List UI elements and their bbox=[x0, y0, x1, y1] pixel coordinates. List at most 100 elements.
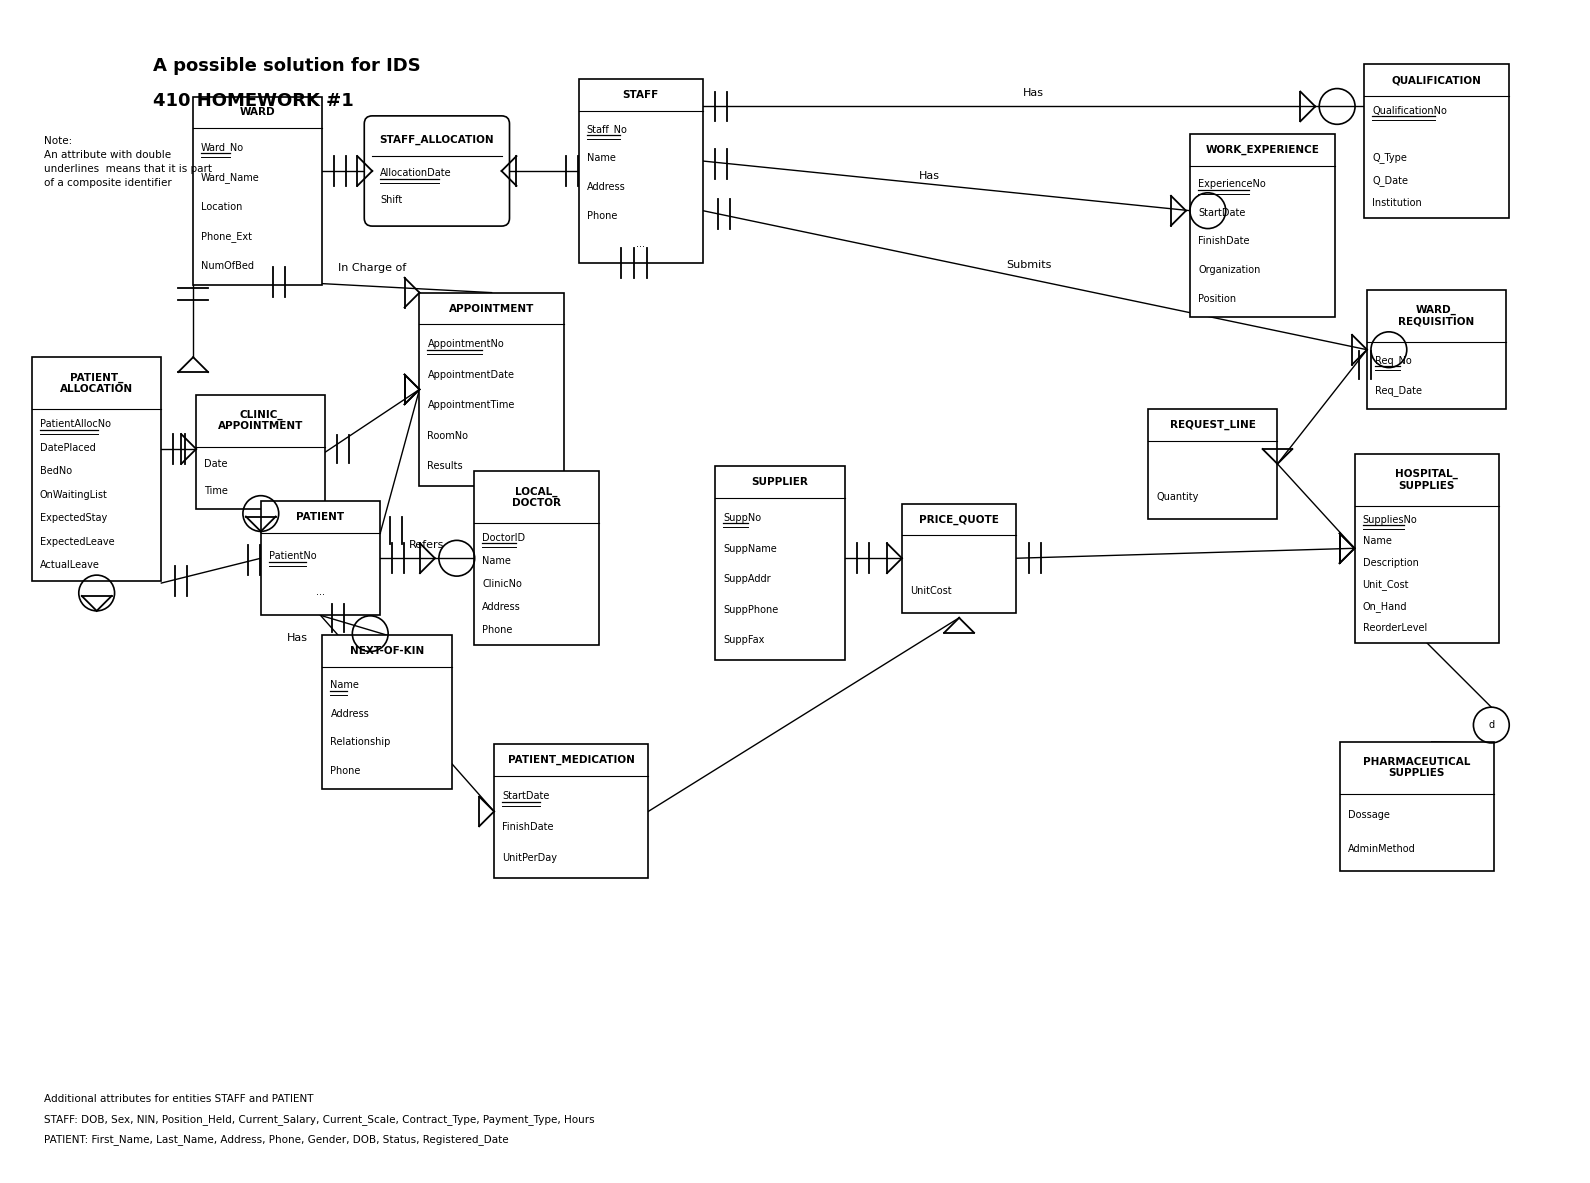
Text: AdminMethod: AdminMethod bbox=[1348, 845, 1415, 854]
Text: UnitPerDay: UnitPerDay bbox=[502, 853, 556, 864]
Text: AppointmentTime: AppointmentTime bbox=[428, 400, 515, 411]
Text: Date: Date bbox=[204, 459, 227, 470]
Text: SuppName: SuppName bbox=[723, 543, 778, 554]
Text: Address: Address bbox=[587, 182, 625, 192]
Text: Staff_No: Staff_No bbox=[587, 124, 628, 135]
Bar bbox=[420, 292, 564, 486]
Text: Organization: Organization bbox=[1199, 265, 1261, 276]
Text: FinishDate: FinishDate bbox=[1199, 237, 1250, 246]
Text: NEXT-OF-KIN: NEXT-OF-KIN bbox=[350, 646, 425, 657]
Text: Location: Location bbox=[200, 202, 243, 212]
Text: PRICE_QUOTE: PRICE_QUOTE bbox=[919, 515, 999, 524]
Bar bbox=[1367, 290, 1506, 409]
Text: STAFF: STAFF bbox=[623, 90, 658, 101]
Text: Phone: Phone bbox=[331, 765, 361, 776]
Text: DoctorID: DoctorID bbox=[482, 534, 525, 543]
Text: PATIENT_
ALLOCATION: PATIENT_ ALLOCATION bbox=[60, 373, 134, 394]
Text: Q_Date: Q_Date bbox=[1372, 175, 1409, 186]
Bar bbox=[1340, 742, 1495, 871]
Text: Req_Date: Req_Date bbox=[1375, 384, 1421, 395]
Text: A possible solution for IDS: A possible solution for IDS bbox=[153, 57, 421, 75]
Text: Ward_No: Ward_No bbox=[200, 142, 245, 153]
Text: AllocationDate: AllocationDate bbox=[380, 168, 452, 179]
Text: Req_No: Req_No bbox=[1375, 355, 1412, 367]
Text: Shift: Shift bbox=[380, 195, 402, 206]
Text: SUPPLIER: SUPPLIER bbox=[752, 477, 809, 487]
Text: 410 HOMEWORK #1: 410 HOMEWORK #1 bbox=[153, 91, 355, 110]
Bar bbox=[1191, 134, 1334, 317]
Text: Phone: Phone bbox=[587, 211, 617, 220]
Text: OnWaitingList: OnWaitingList bbox=[40, 490, 108, 499]
Text: Name: Name bbox=[331, 680, 359, 691]
Text: ExpectedLeave: ExpectedLeave bbox=[40, 537, 114, 547]
Text: ClinicNo: ClinicNo bbox=[482, 578, 522, 589]
Bar bbox=[261, 502, 380, 615]
Text: PatientAllocNo: PatientAllocNo bbox=[40, 419, 111, 429]
Text: ...: ... bbox=[316, 587, 324, 597]
Text: ...: ... bbox=[636, 239, 646, 250]
Text: PATIENT: PATIENT bbox=[296, 512, 345, 522]
Text: Has: Has bbox=[1024, 89, 1045, 98]
Bar bbox=[494, 744, 649, 879]
Text: REQUEST_LINE: REQUEST_LINE bbox=[1170, 420, 1256, 431]
Text: SuppNo: SuppNo bbox=[723, 513, 762, 523]
Text: Note:
An attribute with double
underlines  means that it is part
of a composite : Note: An attribute with double underline… bbox=[45, 136, 211, 188]
Text: UnitCost: UnitCost bbox=[909, 586, 951, 596]
Bar bbox=[474, 471, 598, 645]
Text: HOSPITAL_
SUPPLIES: HOSPITAL_ SUPPLIES bbox=[1396, 470, 1458, 491]
Text: Phone: Phone bbox=[482, 625, 512, 635]
Text: Time: Time bbox=[204, 486, 227, 497]
Text: Has: Has bbox=[919, 170, 940, 181]
Text: ActualLeave: ActualLeave bbox=[40, 561, 100, 570]
Text: BedNo: BedNo bbox=[40, 466, 72, 476]
Text: AppointmentNo: AppointmentNo bbox=[428, 340, 504, 349]
Text: LOCAL_
DOCTOR: LOCAL_ DOCTOR bbox=[512, 486, 561, 508]
Text: RoomNo: RoomNo bbox=[428, 431, 469, 441]
Text: In Charge of: In Charge of bbox=[339, 264, 407, 273]
Text: Submits: Submits bbox=[1006, 260, 1051, 270]
Text: PHARMACEUTICAL
SUPPLIES: PHARMACEUTICAL SUPPLIES bbox=[1363, 757, 1471, 778]
Text: Name: Name bbox=[482, 556, 510, 565]
Text: ReorderLevel: ReorderLevel bbox=[1363, 623, 1426, 634]
Text: Refers: Refers bbox=[409, 541, 445, 550]
Text: Address: Address bbox=[331, 709, 369, 719]
Text: AppointmentDate: AppointmentDate bbox=[428, 370, 515, 380]
Bar bbox=[716, 466, 844, 660]
Text: STAFF: DOB, Sex, NIN, Position_Held, Current_Salary, Current_Scale, Contract_Typ: STAFF: DOB, Sex, NIN, Position_Held, Cur… bbox=[45, 1114, 595, 1125]
Text: Additional attributes for entities STAFF and PATIENT: Additional attributes for entities STAFF… bbox=[45, 1094, 313, 1105]
Text: QualificationNo: QualificationNo bbox=[1372, 106, 1447, 116]
Text: Institution: Institution bbox=[1372, 199, 1421, 208]
Text: SuppliesNo: SuppliesNo bbox=[1363, 515, 1417, 525]
Text: SuppPhone: SuppPhone bbox=[723, 605, 779, 615]
Text: CLINIC_
APPOINTMENT: CLINIC_ APPOINTMENT bbox=[218, 411, 304, 432]
Text: Name: Name bbox=[1363, 537, 1391, 547]
Bar bbox=[579, 79, 703, 263]
Text: StartDate: StartDate bbox=[502, 791, 550, 801]
Bar bbox=[323, 635, 452, 789]
Text: Phone_Ext: Phone_Ext bbox=[200, 231, 253, 241]
Text: Results: Results bbox=[428, 461, 463, 471]
Text: PATIENT: First_Name, Last_Name, Address, Phone, Gender, DOB, Status, Registered_: PATIENT: First_Name, Last_Name, Address,… bbox=[45, 1134, 509, 1145]
Text: QUALIFICATION: QUALIFICATION bbox=[1391, 76, 1482, 85]
Text: d: d bbox=[1488, 720, 1495, 730]
Text: APPOINTMENT: APPOINTMENT bbox=[448, 304, 534, 313]
Text: WARD_
REQUISITION: WARD_ REQUISITION bbox=[1399, 305, 1476, 327]
Text: FinishDate: FinishDate bbox=[502, 822, 553, 833]
Text: Q_Type: Q_Type bbox=[1372, 151, 1407, 162]
Text: Quantity: Quantity bbox=[1156, 492, 1199, 502]
Bar bbox=[1364, 64, 1509, 218]
Text: Relationship: Relationship bbox=[331, 737, 391, 748]
Text: STAFF_ALLOCATION: STAFF_ALLOCATION bbox=[380, 135, 494, 144]
Text: Address: Address bbox=[482, 602, 522, 612]
FancyBboxPatch shape bbox=[364, 116, 509, 226]
Text: Has: Has bbox=[288, 633, 308, 642]
Text: Unit_Cost: Unit_Cost bbox=[1363, 580, 1409, 590]
Bar bbox=[1148, 409, 1277, 518]
Text: ExpectedStay: ExpectedStay bbox=[40, 513, 107, 523]
Text: StartDate: StartDate bbox=[1199, 208, 1245, 218]
Text: PATIENT_MEDICATION: PATIENT_MEDICATION bbox=[507, 755, 634, 765]
Bar bbox=[32, 357, 161, 581]
Bar bbox=[196, 395, 326, 509]
Bar bbox=[192, 97, 323, 285]
Text: SuppFax: SuppFax bbox=[723, 635, 765, 645]
